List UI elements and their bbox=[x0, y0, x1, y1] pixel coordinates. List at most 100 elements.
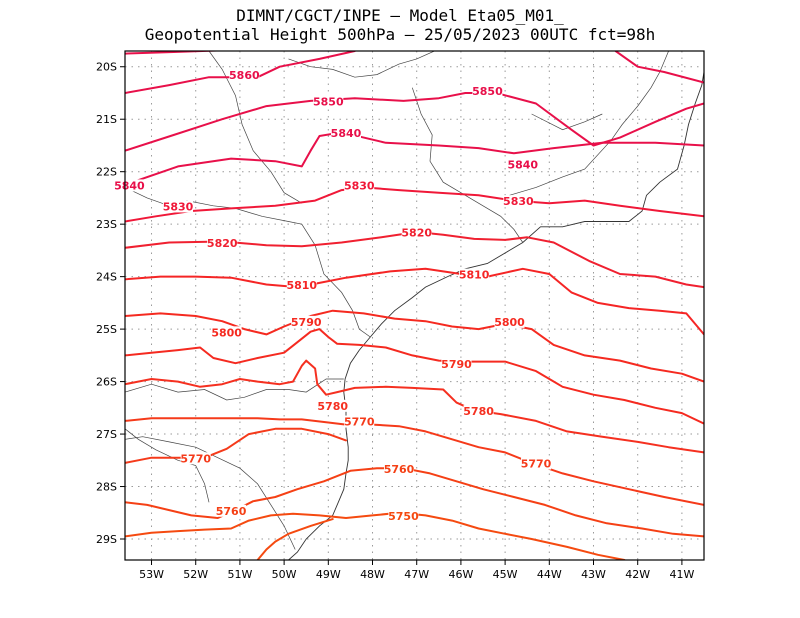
contour-label-bg bbox=[317, 399, 348, 412]
contour-label: 5830 bbox=[344, 179, 375, 192]
contour-label: 5780 bbox=[317, 400, 348, 413]
contour-label: 5820 bbox=[401, 227, 432, 240]
x-tick-label: 46W bbox=[448, 568, 473, 581]
contour-label-bg bbox=[494, 315, 525, 328]
contour-label: 5840 bbox=[331, 127, 362, 140]
contour-label-bg bbox=[441, 357, 472, 370]
contour-label-bg bbox=[463, 405, 494, 418]
grid-lines bbox=[125, 51, 704, 560]
y-tick-label: 21S bbox=[96, 113, 117, 126]
contour-line-5770 bbox=[125, 427, 347, 464]
contour-label-bg bbox=[211, 326, 242, 339]
contour-line-5790 bbox=[125, 328, 704, 425]
contour-label: 5850 bbox=[313, 95, 344, 108]
contour-label-bg bbox=[384, 462, 415, 475]
contour-label-bg bbox=[180, 452, 211, 465]
y-tick-label: 28S bbox=[96, 481, 117, 494]
y-tick-label: 29S bbox=[96, 533, 117, 546]
contour-label: 5770 bbox=[180, 452, 211, 465]
contour-label-bg bbox=[507, 158, 538, 171]
contour-label: 5750 bbox=[388, 510, 419, 523]
contour-label-bg bbox=[286, 279, 317, 292]
contour-label-bg bbox=[330, 126, 361, 139]
contour-label: 5840 bbox=[507, 158, 538, 171]
contour-label-bg bbox=[216, 504, 247, 517]
x-tick-label: 45W bbox=[493, 568, 518, 581]
y-tick-label: 27S bbox=[96, 428, 117, 441]
y-tick-label: 26S bbox=[96, 376, 117, 389]
coastline bbox=[288, 71, 704, 560]
contour-line-5850 bbox=[125, 92, 704, 152]
contour-line-5840 bbox=[125, 131, 704, 186]
x-tick-label: 42W bbox=[625, 568, 650, 581]
contour-label: 5810 bbox=[459, 269, 490, 282]
contour-label-bg bbox=[114, 179, 145, 192]
contour-line-5770 bbox=[125, 417, 704, 506]
contour-line-5750 bbox=[256, 518, 334, 560]
contour-label-bg bbox=[163, 200, 194, 213]
chart-title-line2: Geopotential Height 500hPa — 25/05/2023 … bbox=[144, 25, 656, 44]
axes: 53W 52W 51W 50W 49W 48W 47W 46W 45W 44W 43W 42W 41W 2… bbox=[96, 61, 694, 581]
contour-line-5800 bbox=[125, 309, 704, 383]
contour-label-bg bbox=[344, 415, 375, 428]
chart-title-line1: DIMNT/CGCT/INPE — Model Eta05_M01_ bbox=[236, 6, 564, 25]
state-border bbox=[125, 428, 210, 503]
contour-label-bg bbox=[291, 315, 322, 328]
contour-label: 5790 bbox=[291, 316, 322, 329]
contour-label-bg bbox=[472, 84, 503, 97]
x-tick-label: 41W bbox=[669, 568, 694, 581]
contour-line-5760 bbox=[125, 467, 704, 538]
contour-label: 5790 bbox=[441, 358, 472, 371]
contour-line-5780 bbox=[125, 359, 704, 454]
contour-label-bg bbox=[344, 179, 375, 192]
x-tick-label: 47W bbox=[404, 568, 429, 581]
contour-label-bg bbox=[401, 226, 432, 239]
contour-label-bg bbox=[207, 237, 238, 250]
state-border bbox=[125, 378, 344, 401]
y-tick-label: 25S bbox=[96, 323, 117, 336]
contour-label: 5760 bbox=[384, 463, 415, 476]
x-tick-label: 49W bbox=[316, 568, 341, 581]
y-tick-label: 22S bbox=[96, 166, 117, 179]
contour-label: 5820 bbox=[207, 237, 238, 250]
contour-label: 5770 bbox=[521, 458, 552, 471]
y-tick-label: 23S bbox=[96, 218, 117, 231]
contour-line-5750 bbox=[125, 511, 626, 560]
state-border bbox=[411, 87, 524, 243]
contour-label: 5780 bbox=[463, 405, 494, 418]
contour-labels: 5860 5850 5850 5840 5840 5840 5830 5830 5830 5820… bbox=[114, 69, 552, 523]
contour-label-bg bbox=[388, 510, 419, 523]
x-tick-label: 50W bbox=[272, 568, 297, 581]
contour-label: 5830 bbox=[163, 200, 194, 213]
contour-label: 5840 bbox=[114, 179, 145, 192]
contour-label-bg bbox=[229, 69, 260, 82]
contour-label: 5850 bbox=[472, 85, 503, 98]
x-tick-label: 43W bbox=[581, 568, 606, 581]
state-border bbox=[509, 51, 669, 196]
contour-label-bg bbox=[459, 268, 490, 281]
state-border bbox=[288, 51, 435, 78]
x-tick-label: 44W bbox=[537, 568, 562, 581]
x-tick-label: 53W bbox=[139, 568, 164, 581]
contour-label: 5800 bbox=[494, 316, 525, 329]
x-tick-label: 52W bbox=[183, 568, 208, 581]
x-tick-label: 51W bbox=[227, 568, 252, 581]
contour-line-5820 bbox=[125, 231, 704, 289]
state-border bbox=[208, 51, 302, 204]
contour-label: 5800 bbox=[211, 326, 242, 339]
contour-line-5810 bbox=[125, 267, 704, 336]
contour-label: 5860 bbox=[229, 69, 260, 82]
contour-label: 5760 bbox=[216, 505, 247, 518]
state-border bbox=[531, 113, 603, 131]
contour-label-bg bbox=[503, 195, 534, 208]
contour-label: 5770 bbox=[344, 416, 375, 429]
contour-line-5860 bbox=[125, 51, 232, 55]
y-tick-label: 20S bbox=[96, 61, 117, 74]
contour-lines bbox=[125, 51, 704, 560]
contour-label: 5830 bbox=[503, 195, 534, 208]
x-tick-label: 48W bbox=[360, 568, 385, 581]
contour-line-5860 bbox=[614, 51, 704, 84]
contour-label: 5810 bbox=[286, 279, 317, 292]
plot-frame bbox=[124, 50, 705, 561]
